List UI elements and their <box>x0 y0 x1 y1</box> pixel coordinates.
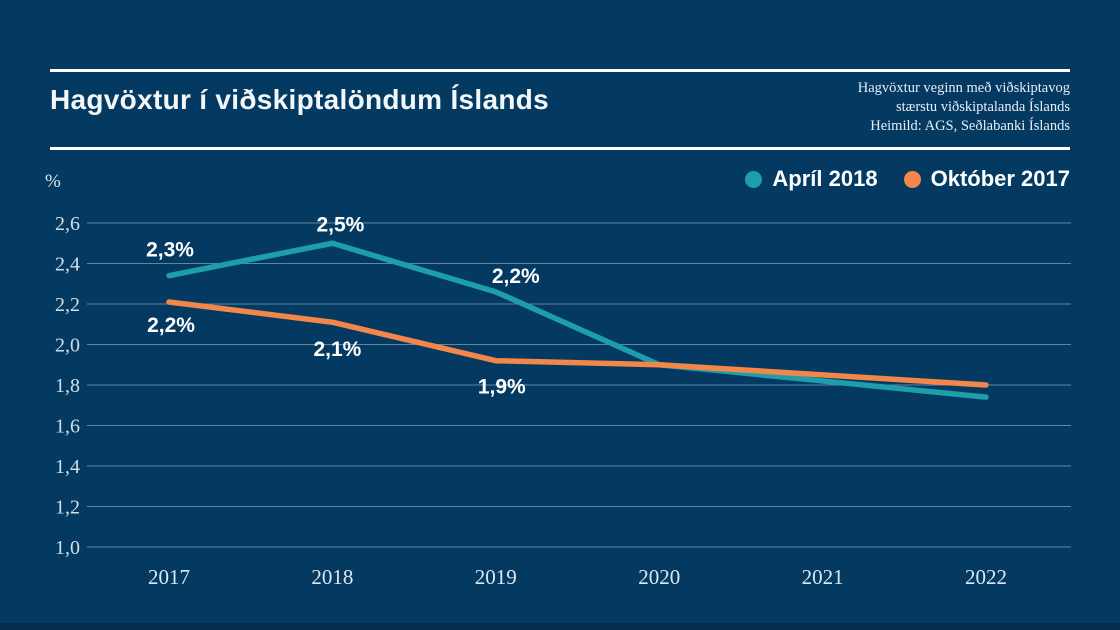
subtitle-line: Heimild: AGS, Seðlabanki Íslands <box>870 118 1070 135</box>
point-label: 2,5% <box>316 213 364 236</box>
legend-dot-icon <box>745 170 763 188</box>
subtitle-line: stærstu viðskiptalanda Íslands <box>896 99 1070 116</box>
y-axis-unit-label: % <box>45 171 61 192</box>
legend-label: Apríl 2018 <box>772 166 878 191</box>
legend-item-oktober-2017: Október 2017 <box>903 166 1070 192</box>
x-tick-label: 2017 <box>148 565 190 589</box>
series-line-0 <box>166 240 989 400</box>
y-tick-label: 1,0 <box>55 537 80 559</box>
y-tick-label: 2,4 <box>55 254 80 276</box>
header-rule-bottom <box>50 147 1070 150</box>
y-tick-label: 2,0 <box>55 335 80 357</box>
x-tick-label: 2019 <box>475 565 517 589</box>
chart-legend: Apríl 2018 Október 2017 <box>745 166 1070 192</box>
y-tick-label: 1,6 <box>55 416 80 438</box>
legend-dot-icon <box>903 170 921 188</box>
point-label: 2,1% <box>313 338 361 361</box>
y-tick-label: 1,4 <box>55 456 80 478</box>
x-tick-label: 2020 <box>638 565 680 589</box>
point-label: 2,2% <box>147 314 195 337</box>
series-line-1 <box>166 299 989 388</box>
header-rule-top <box>50 69 1070 72</box>
chart-subtitle: Hagvöxtur veginn með viðskiptavog stærst… <box>858 79 1070 136</box>
point-label: 1,9% <box>478 376 526 399</box>
point-label: 2,2% <box>492 265 540 288</box>
legend-label: Október 2017 <box>930 166 1070 191</box>
x-tick-label: 2022 <box>965 565 1007 589</box>
legend-item-april-2018: Apríl 2018 <box>745 166 878 192</box>
point-label: 2,3% <box>146 239 194 262</box>
page-title: Hagvöxtur í viðskiptalöndum Íslands <box>50 84 550 115</box>
y-tick-label: 2,2 <box>55 294 80 316</box>
bottom-accent-bar <box>0 623 1120 630</box>
x-tick-label: 2018 <box>311 565 353 589</box>
x-tick-label: 2021 <box>802 565 844 589</box>
y-tick-label: 2,6 <box>55 213 80 235</box>
y-tick-label: 1,2 <box>55 497 80 519</box>
y-tick-label: 1,8 <box>55 375 80 397</box>
subtitle-line: Hagvöxtur veginn með viðskiptavog <box>857 80 1070 96</box>
